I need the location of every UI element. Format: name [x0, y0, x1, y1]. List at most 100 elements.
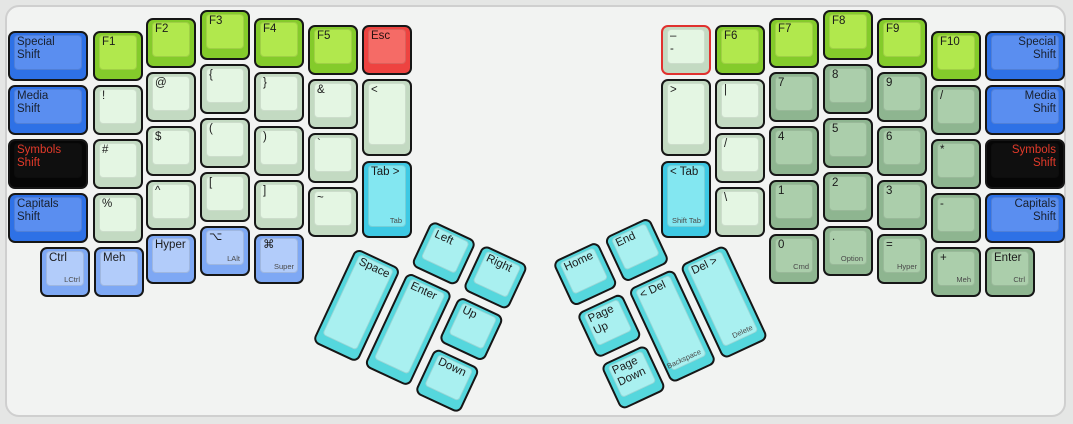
key-plus[interactable]: + Meh — [931, 247, 981, 297]
key-symbols-shift-left-cap — [14, 143, 82, 178]
key-paren-close-cap — [260, 130, 298, 165]
key-paren-open-cap — [206, 122, 244, 157]
key-num-9[interactable]: 9 — [877, 72, 927, 122]
key-tilde[interactable]: ~ — [308, 187, 358, 237]
key-media-shift-right[interactable]: Media Shift — [985, 85, 1065, 135]
key-paren-close[interactable]: ) — [254, 126, 304, 176]
key-num-2[interactable]: 2 — [823, 172, 873, 222]
key-percent-label: % — [102, 198, 113, 210]
key-num-0[interactable]: 0 Cmd — [769, 234, 819, 284]
key-num-7[interactable]: 7 — [769, 72, 819, 122]
key-backtick[interactable]: ` — [308, 133, 358, 183]
key-asterisk-cap — [937, 143, 975, 178]
key-symbols-shift-left[interactable]: Symbols Shift — [8, 139, 88, 189]
key-dollar[interactable]: $ — [146, 126, 196, 176]
key-capitals-shift-right[interactable]: Capitals Shift — [985, 193, 1065, 243]
key-esc[interactable]: Esc — [362, 25, 412, 75]
key-less-than[interactable]: < — [362, 79, 412, 156]
key-f7[interactable]: F7 — [769, 18, 819, 68]
key-num-3[interactable]: 3 — [877, 180, 927, 230]
key-lalt-cap — [206, 230, 244, 265]
key-f3[interactable]: F3 — [200, 10, 250, 60]
key-paren-open-label: ( — [209, 123, 213, 135]
key-f8[interactable]: F8 — [823, 10, 873, 60]
key-f1[interactable]: F1 — [93, 31, 143, 81]
key-hash[interactable]: # — [93, 139, 143, 189]
key-ctrl-left[interactable]: Ctrl LCtrl — [40, 247, 90, 297]
key-f4[interactable]: F4 — [254, 18, 304, 68]
key-symbols-shift-right[interactable]: Symbols Shift — [985, 139, 1065, 189]
key-up-arrow[interactable]: Up — [438, 295, 505, 363]
key-num-1-label: 1 — [778, 185, 785, 197]
key-at-sign[interactable]: @ — [146, 72, 196, 122]
key-plus-sublabel: Meh — [956, 275, 971, 284]
key-ctrl-left-sublabel: LCtrl — [64, 275, 80, 284]
key-f8-label: F8 — [832, 15, 846, 27]
key-greater-than[interactable]: > — [661, 79, 711, 156]
key-symbols-shift-left-label: Symbols Shift — [17, 144, 62, 169]
key-tab-forward[interactable]: Tab > Tab — [362, 161, 412, 238]
key-minus[interactable]: - — [931, 193, 981, 243]
key-dollar-label: $ — [155, 131, 162, 143]
key-dash-hyphen[interactable]: – - — [661, 25, 711, 75]
key-plus-cap — [937, 251, 975, 286]
key-hyper-left[interactable]: Hyper — [146, 234, 196, 284]
key-equals[interactable]: = Hyper — [877, 234, 927, 284]
key-pipe[interactable]: | — [715, 79, 765, 129]
key-ampersand[interactable]: & — [308, 79, 358, 129]
key-esc-label: Esc — [371, 30, 391, 42]
key-meh-left[interactable]: Meh — [94, 247, 144, 297]
key-f10[interactable]: F10 — [931, 31, 981, 81]
key-lalt[interactable]: ⌥ LAlt — [200, 226, 250, 276]
key-page-down[interactable]: Page Down — [600, 344, 667, 411]
key-capitals-shift-left[interactable]: Capitals Shift — [8, 193, 88, 243]
key-capitals-shift-right-cap — [991, 197, 1059, 232]
key-capitals-shift-left-cap — [14, 197, 82, 232]
key-paren-open[interactable]: ( — [200, 118, 250, 168]
key-down-arrow[interactable]: Down — [414, 347, 481, 414]
key-percent[interactable]: % — [93, 193, 143, 243]
key-num-4[interactable]: 4 — [769, 126, 819, 176]
key-enter-right-cap — [991, 251, 1029, 286]
key-f2[interactable]: F2 — [146, 18, 196, 68]
key-enter-right-label: Enter — [994, 252, 1022, 264]
key-backslash[interactable]: \ — [715, 187, 765, 237]
key-f6[interactable]: F6 — [715, 25, 765, 75]
key-greater-than-cap — [667, 83, 705, 145]
key-enter-right[interactable]: Enter Ctrl — [985, 247, 1035, 297]
key-slash-inner-cap — [721, 137, 759, 172]
key-right-arrow[interactable]: Right — [462, 244, 529, 311]
key-num-9-label: 9 — [886, 77, 893, 89]
key-hyper-left-label: Hyper — [155, 239, 186, 251]
key-super-cap — [260, 238, 298, 273]
key-bracket-open[interactable]: [ — [200, 172, 250, 222]
key-slash-outer[interactable]: / — [931, 85, 981, 135]
key-brace-open[interactable]: { — [200, 64, 250, 114]
key-bracket-close[interactable]: ] — [254, 180, 304, 230]
key-media-shift-left[interactable]: Media Shift — [8, 85, 88, 135]
key-num-8[interactable]: 8 — [823, 64, 873, 114]
key-exclamation[interactable]: ! — [93, 85, 143, 135]
key-backslash-label: \ — [724, 192, 728, 204]
key-tab-back[interactable]: < Tab Shift Tab — [661, 161, 711, 238]
key-slash-inner[interactable]: / — [715, 133, 765, 183]
key-f8-cap — [829, 14, 867, 49]
key-special-shift-right[interactable]: Special Shift — [985, 31, 1065, 81]
key-exclamation-label: ! — [102, 90, 106, 102]
key-special-shift-left[interactable]: Special Shift — [8, 31, 88, 81]
key-super[interactable]: ⌘ Super — [254, 234, 304, 284]
key-f5[interactable]: F5 — [308, 25, 358, 75]
key-num-2-cap — [829, 176, 867, 211]
key-period[interactable]: . Option — [823, 226, 873, 276]
key-caret[interactable]: ^ — [146, 180, 196, 230]
key-capitals-shift-left-label: Capitals Shift — [17, 198, 59, 223]
key-brace-close[interactable]: } — [254, 72, 304, 122]
key-num-0-cap — [775, 238, 813, 273]
key-asterisk[interactable]: * — [931, 139, 981, 189]
key-f6-label: F6 — [724, 30, 738, 42]
key-tilde-label: ~ — [317, 192, 324, 204]
key-num-5[interactable]: 5 — [823, 118, 873, 168]
key-num-6[interactable]: 6 — [877, 126, 927, 176]
key-f9[interactable]: F9 — [877, 18, 927, 68]
key-num-1[interactable]: 1 — [769, 180, 819, 230]
